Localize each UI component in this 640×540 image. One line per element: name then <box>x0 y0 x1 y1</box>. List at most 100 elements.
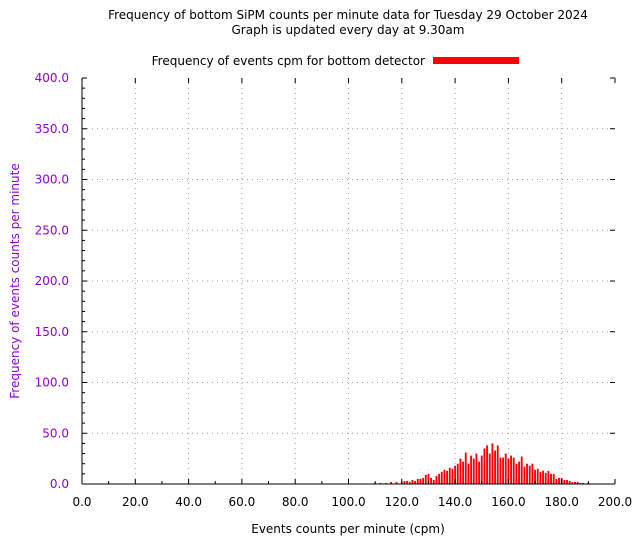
bar <box>454 465 457 484</box>
x-tick-label: 100.0 <box>331 495 365 509</box>
bar <box>550 473 552 484</box>
y-tick-label: 50.0 <box>42 426 69 440</box>
y-tick-label: 0.0 <box>50 477 69 491</box>
bar <box>406 480 409 484</box>
bar <box>526 463 528 484</box>
x-tick-label: 40.0 <box>175 495 202 509</box>
legend-swatch <box>433 57 519 64</box>
bar <box>534 469 536 484</box>
y-tick-label: 250.0 <box>35 223 69 237</box>
bar <box>416 478 419 484</box>
x-tick-labels: 0.0 20.0 40.0 60.0 80.0 100.0 120.0 140.0 160.0 1… <box>72 495 632 509</box>
bar <box>582 482 584 484</box>
y-tick-label: 300.0 <box>35 173 69 187</box>
bar <box>512 457 515 484</box>
bar <box>502 457 505 484</box>
bar <box>475 453 478 484</box>
y-tick-label: 200.0 <box>35 274 69 288</box>
bar <box>542 470 544 484</box>
bar <box>467 463 470 484</box>
bar <box>483 448 486 484</box>
grid <box>82 78 615 484</box>
bar <box>440 471 443 484</box>
bar <box>547 470 550 484</box>
bar <box>558 477 560 484</box>
bar <box>552 473 555 484</box>
y-tick-labels: 0.0 50.0 100.0 150.0 200.0 250.0 300.0 350.0 400… <box>35 71 69 491</box>
bar <box>499 457 502 484</box>
bar <box>574 481 576 484</box>
chart-title: Frequency of bottom SiPM counts per minu… <box>108 8 588 22</box>
bar <box>478 461 481 484</box>
x-tick-label: 140.0 <box>438 495 472 509</box>
bar <box>411 479 414 484</box>
bar <box>523 466 526 484</box>
y-tick-label: 400.0 <box>35 71 69 85</box>
bar <box>435 475 438 484</box>
bar <box>566 479 568 484</box>
x-tick-label: 180.0 <box>545 495 579 509</box>
bar <box>432 479 435 484</box>
x-tick-label: 120.0 <box>385 495 419 509</box>
bar <box>486 445 489 484</box>
bar <box>544 472 547 484</box>
bar <box>379 482 382 484</box>
bar <box>464 452 467 484</box>
legend: Frequency of events cpm for bottom detec… <box>152 54 519 68</box>
y-tick-label: 150.0 <box>35 325 69 339</box>
bar <box>494 450 497 484</box>
bar <box>568 480 571 484</box>
bar <box>470 455 473 484</box>
bars <box>374 443 590 484</box>
y-tick-label: 350.0 <box>35 122 69 136</box>
bar <box>384 482 387 484</box>
bar <box>390 481 393 484</box>
bar <box>422 477 425 484</box>
bar <box>472 458 475 484</box>
bar <box>446 470 449 484</box>
bar <box>496 445 499 484</box>
bar <box>451 468 454 484</box>
bar <box>395 481 398 484</box>
bar <box>515 463 518 484</box>
bar <box>459 458 462 484</box>
x-tick-label: 20.0 <box>122 495 149 509</box>
y-axis-label: Frequency of events counts per minute <box>8 163 22 398</box>
bar <box>408 481 411 484</box>
bar <box>438 473 441 484</box>
bar <box>424 474 427 484</box>
bar <box>480 455 483 484</box>
bar <box>576 481 579 484</box>
y-tick-label: 100.0 <box>35 376 69 390</box>
bar <box>456 463 459 484</box>
bar <box>488 453 491 484</box>
bar <box>403 480 406 484</box>
bar <box>531 463 534 484</box>
x-tick-label: 200.0 <box>598 495 632 509</box>
x-tick-label: 60.0 <box>229 495 256 509</box>
bar <box>414 480 417 484</box>
bar <box>448 467 451 484</box>
bar <box>539 471 542 484</box>
bar <box>520 456 523 484</box>
x-tick-label: 80.0 <box>282 495 309 509</box>
legend-label: Frequency of events cpm for bottom detec… <box>152 54 425 68</box>
bar <box>419 478 422 484</box>
x-axis-label: Events counts per minute (cpm) <box>251 522 445 536</box>
bar <box>430 477 433 484</box>
bar <box>579 482 582 484</box>
bar <box>528 465 531 484</box>
bar <box>504 453 507 484</box>
axes <box>81 77 616 485</box>
bar <box>571 481 574 484</box>
chart-subtitle: Graph is updated every day at 9.30am <box>232 23 465 37</box>
bar <box>491 443 494 484</box>
x-tick-label: 0.0 <box>72 495 91 509</box>
bar <box>536 468 539 484</box>
bar <box>555 478 558 484</box>
bar <box>518 461 520 484</box>
bar <box>427 473 430 484</box>
bar <box>507 458 510 484</box>
bar <box>443 469 446 484</box>
